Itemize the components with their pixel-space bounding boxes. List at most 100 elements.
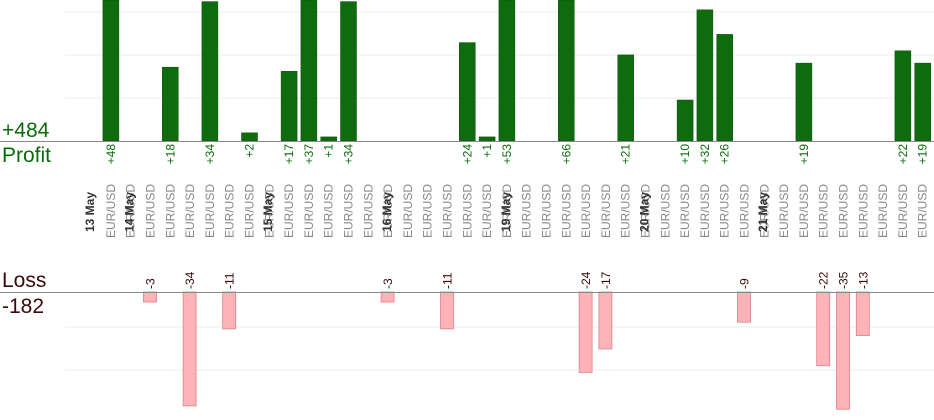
loss-bar [578,291,593,373]
pair-label: EUR/USD [876,184,890,238]
loss-total: -182 [2,295,45,318]
pair-label: EUR/USD [203,184,217,238]
profit-value-label: +66 [559,144,573,165]
loss-value-label: -11 [441,272,455,289]
loss-value-label: -34 [183,271,197,289]
loss-bar [836,291,850,410]
pair-label: EUR/USD [163,184,177,238]
pair-label: EUR/USD [401,184,415,238]
pair-label: EUR/USD [322,184,336,238]
loss-value-label: -3 [381,278,395,289]
pair-label: EUR/USD [302,184,316,238]
pair-label: EUR/USD [639,184,653,238]
profit-value-label: +10 [678,144,692,165]
pair-label: EUR/USD [540,184,554,238]
pair-label: EUR/USD [282,184,296,238]
pair-label: EUR/USD [896,184,910,238]
profit-bar [696,9,714,142]
loss-value-label: -9 [738,278,752,289]
loss-value-label: -35 [837,271,851,289]
loss-value-label: -11 [223,272,237,289]
loss-bar [855,291,870,336]
profit-value-label: +37 [302,144,316,165]
profit-value-label: +21 [619,144,633,165]
profit-value-label: +19 [916,144,930,165]
pair-label: EUR/USD [579,184,593,238]
pair-label: EUR/USD [837,184,851,238]
profit-value-label: +53 [500,144,514,165]
pair-label: EUR/USD [520,184,534,238]
profit-value-label: +32 [698,144,712,165]
loss-bar [222,291,237,330]
profit-bar [716,34,733,142]
day-label: 15 May [261,192,275,232]
profit-bar [498,0,516,142]
loss-label: Loss [2,269,47,292]
profit-bar [914,62,931,142]
axes [0,141,934,293]
pair-label: EUR/USD [738,184,752,238]
pair-label: EUR/USD [856,184,870,238]
profit-bar [320,136,337,142]
day-label: 13 May [83,192,97,232]
pair-label: EUR/USD [144,184,158,238]
pair-label: EUR/USD [619,184,633,238]
loss-bar [816,291,831,367]
profit-bar [102,0,120,142]
loss-bar [440,291,454,330]
pair-label: EUR/USD [342,184,356,238]
pair-label: EUR/USD [262,184,276,238]
profit-value-label: +1 [322,144,336,158]
category-labels: EUR/USD EUR/USD EUR/USD EUR/USD EUR/USD EUR/U… [83,184,930,238]
pair-label: EUR/USD [777,184,791,238]
profit-value-label: +34 [203,144,217,165]
profit-bar [795,62,813,142]
profit-value-label: +48 [104,144,118,165]
loss-value-label: -13 [856,271,870,289]
pair-label: EUR/USD [480,184,494,238]
pair-label: EUR/USD [460,184,474,238]
profit-value-label: +26 [718,144,732,165]
profit-value-label: +34 [342,144,356,165]
pair-label: EUR/USD [757,184,771,238]
profit-value-label: +1 [480,144,494,158]
loss-bar [380,291,395,303]
profit-bar [459,42,476,142]
loss-bar [143,291,157,303]
pair-label: EUR/USD [500,184,514,238]
day-label: 16 May [380,192,394,232]
pair-label: EUR/USD [104,184,118,238]
day-label: 19 May [499,192,513,232]
pair-label: EUR/USD [361,184,375,238]
pair-label: EUR/USD [916,184,930,238]
loss-value-label: -22 [817,271,831,289]
loss-bar [737,291,751,323]
profit-bar [558,0,575,142]
loss-bar [182,291,197,407]
profit-bar [241,132,258,142]
pair-label: EUR/USD [559,184,573,238]
day-label: 21 May [756,192,770,232]
value-labels: +48 -3 +18 -34 +34 -11 +2 +17 +37 +1 +34 -3 -11 +24 +1… [104,144,930,289]
pair-label: EUR/USD [441,184,455,238]
loss-bars [143,291,870,410]
profit-bar [201,1,219,142]
pair-label: EUR/USD [243,184,257,238]
pair-label: EUR/USD [223,184,237,238]
profit-bar [478,136,496,142]
pair-label: EUR/USD [124,184,138,238]
profit-value-label: +18 [163,144,177,165]
pair-label: EUR/USD [817,184,831,238]
loss-value-label: -17 [599,271,613,289]
profit-bar [162,66,179,142]
profit-value-label: +19 [797,144,811,165]
profit-bar [617,54,634,142]
loss-value-label: -3 [144,278,158,289]
profit-bar [300,0,318,142]
pair-label: EUR/USD [599,184,613,238]
profit-total: +484 [2,119,50,142]
loss-bar [598,291,613,350]
pair-label: EUR/USD [718,184,732,238]
profit-bar [340,1,357,142]
